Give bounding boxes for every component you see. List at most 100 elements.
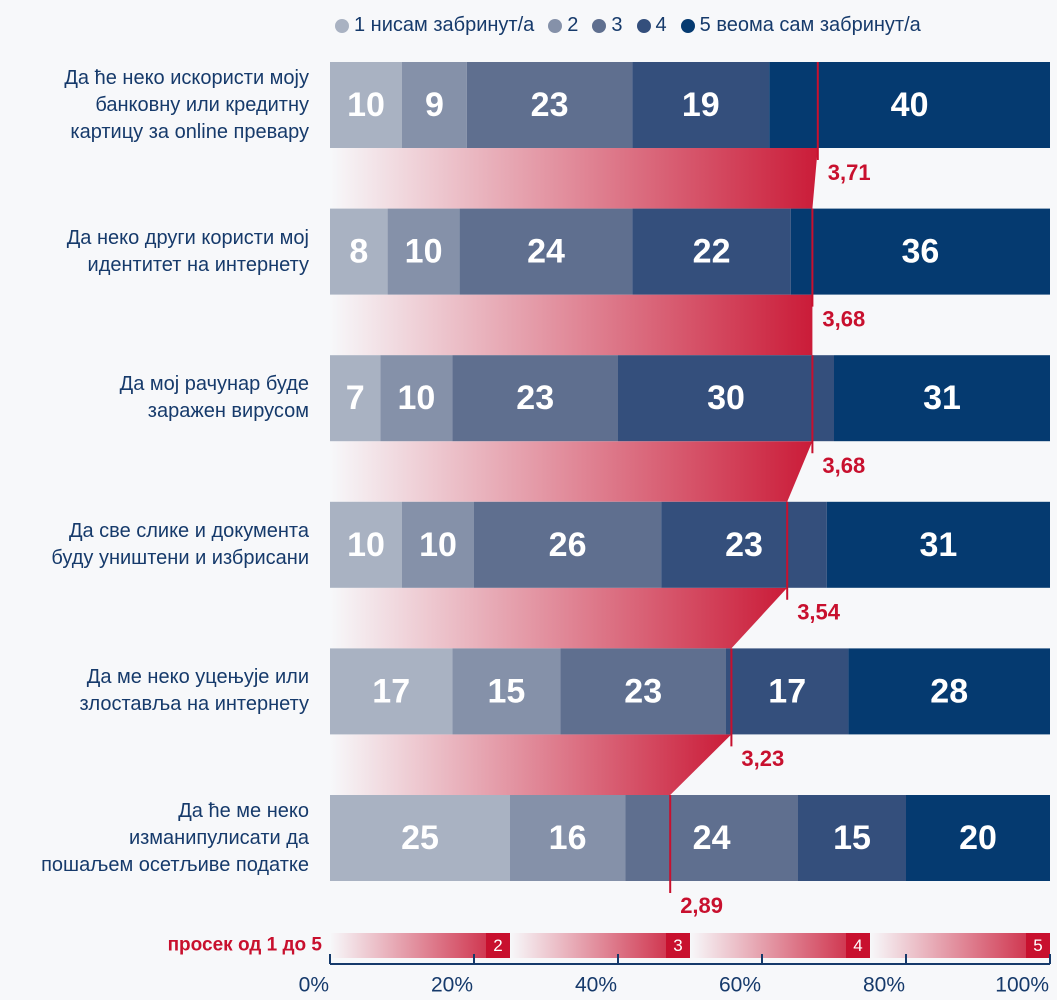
mean-scale-label: 3: [673, 936, 682, 955]
bar-segment: [330, 208, 388, 295]
bar-segment: [798, 795, 906, 881]
category-label: Да ће ме неко изманипулисати да пошаљем …: [41, 799, 309, 876]
category-label: Да све слике и документа буду уништени и…: [51, 519, 309, 569]
segment-label: 28: [930, 672, 968, 710]
legend-dot: [335, 18, 349, 33]
segment-label: 15: [487, 672, 525, 710]
legend-item: 3: [592, 14, 623, 37]
segment-label: 10: [347, 86, 385, 124]
category-label: Да неко други користи мој идентитет на и…: [66, 226, 309, 276]
mean-band: [330, 294, 813, 356]
mean-scale-box: [666, 933, 690, 958]
x-tick-label: 100%: [995, 974, 1049, 997]
mean-label: 3,71: [828, 160, 871, 185]
x-tick-label: 20%: [431, 974, 473, 997]
segment-label: 10: [419, 526, 457, 564]
legend-item: 5 веома сам забринут/а: [680, 14, 921, 37]
mean-scale-segment: [870, 933, 1050, 958]
segment-label: 24: [527, 233, 565, 271]
bar-segment: [834, 355, 1050, 442]
segment-label: 10: [405, 233, 443, 271]
segment-label: 15: [833, 819, 871, 857]
bar-segment: [402, 501, 474, 588]
bar-segment: [452, 355, 618, 442]
bar-segment: [380, 355, 453, 442]
legend-dot: [680, 18, 695, 33]
x-tick-label: 60%: [719, 974, 761, 997]
bar-segment: [618, 355, 834, 442]
legend-label: 1 нисам забринут/а: [354, 14, 535, 36]
segment-label: 17: [372, 672, 410, 710]
segment-label: 26: [549, 526, 587, 564]
legend-label: 2: [567, 14, 579, 36]
legend: 1 нисам забринут/а 2 3 4 5 веома сам забрину…: [335, 14, 921, 37]
mean-band: [330, 587, 788, 649]
bar-segment: [632, 62, 770, 148]
segment-label: 30: [707, 379, 745, 417]
mean-band: [330, 148, 818, 209]
segment-label: 23: [725, 526, 763, 564]
mean-scale-segment: [510, 933, 690, 958]
bar-segment: [726, 648, 849, 735]
legend-label: 5 веома сам забринут/а: [699, 14, 921, 36]
x-tick-label: 0%: [299, 974, 329, 997]
segment-label: 23: [516, 379, 554, 417]
mean-label: 3,54: [797, 600, 841, 625]
bar-segment: [625, 795, 798, 881]
segment-label: 19: [682, 86, 720, 124]
bar-segment: [661, 501, 827, 588]
bar-segment: [452, 648, 561, 735]
bar-segment: [474, 501, 662, 588]
bar-segment: [466, 62, 633, 148]
bar-segment: [330, 62, 402, 148]
segment-label: 36: [901, 233, 939, 271]
bar-segment: [769, 62, 1050, 148]
bar-segment: [510, 795, 626, 881]
mean-label: 3,68: [822, 306, 865, 331]
legend-dot: [592, 18, 607, 33]
category-label: Да ме неко уцењује или злоставља на инте…: [79, 666, 309, 716]
bar-segment: [402, 62, 467, 148]
bar-segment: [848, 648, 1050, 735]
bar-segment: [387, 208, 460, 295]
bar-segment: [330, 795, 510, 881]
bar-segment: [330, 501, 402, 588]
mean-scale-segment: [690, 933, 870, 958]
mean-scale-label: 4: [853, 936, 862, 955]
segment-label: 24: [693, 819, 731, 857]
legend-item: 1 нисам забринут/а: [335, 14, 534, 37]
bar-segment: [560, 648, 726, 735]
bar-segment: [459, 208, 633, 295]
bar-segment: [906, 795, 1050, 881]
bar-segment: [632, 208, 791, 295]
x-tick-label: 80%: [863, 974, 905, 997]
legend-label: 4: [655, 14, 667, 36]
segment-label: 40: [891, 86, 929, 124]
bar-segment: [330, 648, 453, 735]
segment-label: 23: [531, 86, 569, 124]
segment-label: 9: [425, 86, 444, 124]
bar-segment: [790, 208, 1050, 295]
segment-label: 20: [959, 819, 997, 857]
segment-label: 22: [693, 233, 731, 271]
bar-segment: [330, 355, 381, 442]
mean-scale-box: [486, 933, 510, 958]
segment-label: 7: [346, 379, 365, 417]
segment-label: 17: [768, 672, 806, 710]
segment-label: 16: [549, 819, 587, 857]
category-label: Да мој рачунар буде заражен вирусом: [119, 373, 309, 423]
segment-label: 23: [624, 672, 662, 710]
category-label: Да ће неко искористи моју банковну или к…: [64, 66, 309, 143]
legend-label: 3: [611, 14, 623, 36]
mean-label: 2,89: [680, 893, 723, 918]
legend-dot: [636, 18, 651, 33]
mean-scale-label: 2: [493, 936, 502, 955]
x-tick-label: 40%: [575, 974, 617, 997]
legend-item: 4: [636, 14, 667, 37]
mean-scale-box: [1026, 933, 1050, 958]
mean-band: [330, 441, 813, 502]
segment-label: 31: [919, 526, 957, 564]
mean-scale-segment: [330, 933, 510, 958]
